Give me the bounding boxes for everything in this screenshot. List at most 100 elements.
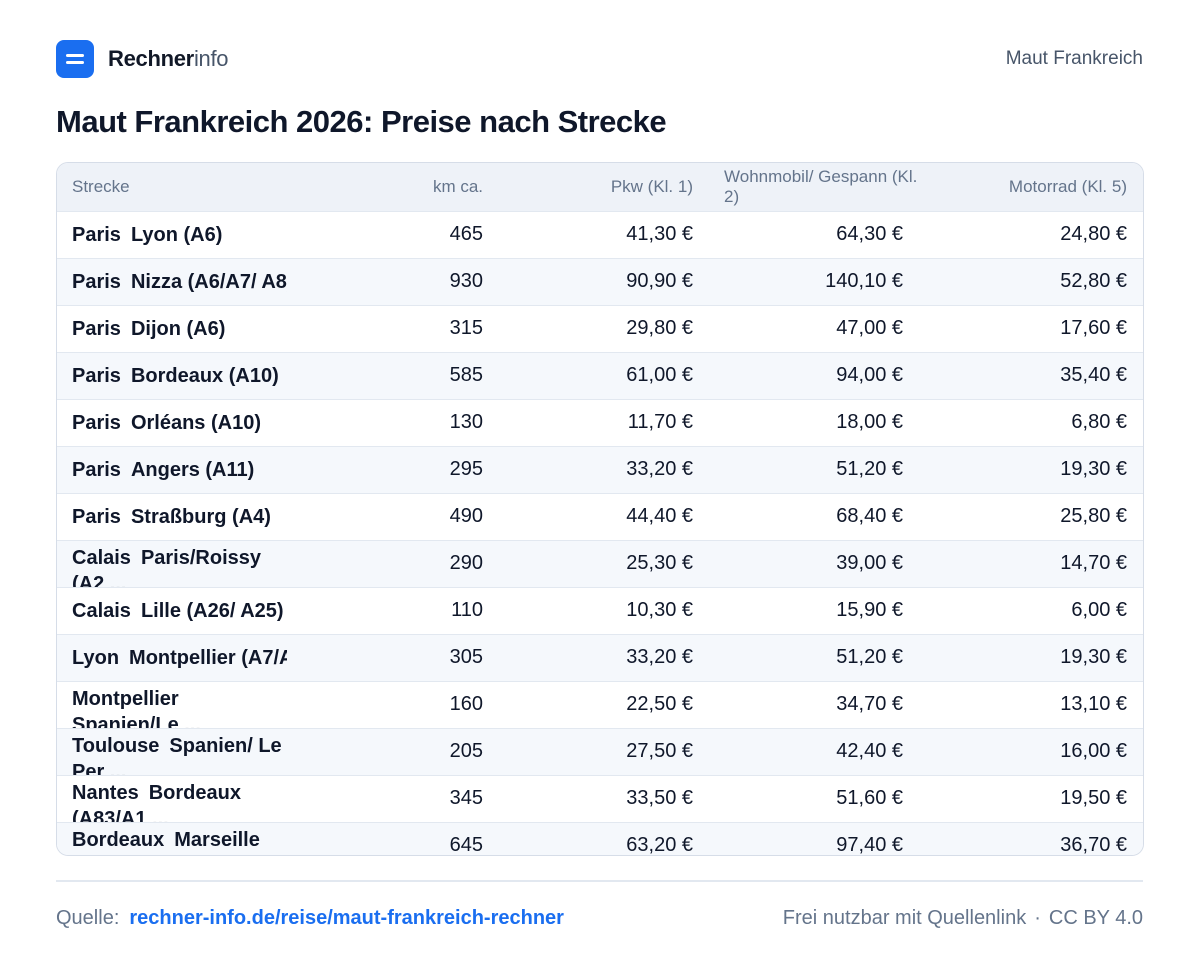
wohnmobil-price-cell: 42,40 €	[836, 740, 903, 762]
route-text: Montpellier Spanien/Le ...	[72, 682, 287, 728]
route-to: Dijon (A6)	[130, 317, 226, 340]
route-from: Montpellier	[72, 687, 179, 710]
column-header-route: Strecke	[72, 176, 130, 196]
brand[interactable]: Rechnerinfo	[56, 40, 229, 78]
km-cell: 930	[449, 270, 483, 292]
table-row: Paris Nizza (A6/A7/ A8) 930 90,90 € 140,10 €…	[57, 258, 1143, 305]
footer: Quelle: rechner-info.de/reise/maut-frankr…	[56, 902, 1143, 934]
table-row: Paris Angers (A11) 295 33,20 € 51,20 € 19,30 …	[57, 446, 1143, 493]
pkw-price-cell: 11,70 €	[627, 411, 693, 433]
route-from: Nantes	[72, 781, 139, 804]
km-cell: 315	[449, 317, 483, 339]
route-from: Lyon	[72, 646, 120, 669]
route-text: Nantes Bordeaux (A83/A1 ...	[72, 776, 287, 822]
km-cell: 290	[449, 552, 483, 574]
source-link[interactable]: rechner-info.de/reise/maut-frankreich-re…	[129, 906, 564, 929]
route-text: Calais Lille (A26/ A25)	[72, 588, 287, 634]
wohnmobil-price-cell: 15,90 €	[836, 599, 903, 621]
motorrad-price-cell: 16,00 €	[1060, 740, 1127, 762]
pkw-price-cell: 90,90 €	[626, 270, 693, 292]
wohnmobil-price-cell: 39,00 €	[836, 552, 903, 574]
km-cell: 345	[449, 787, 483, 809]
route-from: Paris	[72, 411, 121, 434]
route-from: Bordeaux	[72, 828, 165, 851]
route-from: Calais	[72, 546, 131, 569]
route-cell: Calais Lille (A26/ A25)	[57, 587, 349, 634]
brand-name-bold: Rechner	[108, 46, 194, 71]
route-to: Bordeaux (A10)	[130, 364, 279, 387]
route-from: Paris	[72, 364, 121, 387]
table-row: Paris Bordeaux (A10) 585 61,00 € 94,00 € 35,4…	[57, 352, 1143, 399]
license-text: Frei nutzbar mit Quellenlink	[782, 906, 1027, 929]
pkw-price-cell: 63,20 €	[626, 834, 693, 856]
wohnmobil-price-cell: 68,40 €	[836, 505, 903, 527]
table-row: Toulouse Spanien/ Le Per ... 205 27,50 € 42,…	[57, 728, 1143, 775]
pkw-price-cell: 25,30 €	[626, 552, 693, 574]
route-to: Lyon (A6)	[130, 223, 223, 246]
route-to: Orléans (A10)	[130, 411, 261, 434]
route-cell: Paris Lyon (A6)	[57, 211, 349, 258]
brand-name: Rechnerinfo	[108, 46, 229, 72]
source: Quelle: rechner-info.de/reise/maut-frankr…	[56, 907, 564, 930]
column-header-pkw: Pkw (Kl. 1)	[610, 176, 693, 196]
motorrad-price-cell: 19,30 €	[1060, 458, 1127, 480]
pkw-price-cell: 41,30 €	[626, 223, 693, 245]
wohnmobil-price-cell: 140,10 €	[825, 270, 903, 292]
table-row: Paris Lyon (A6) 465 41,30 € 64,30 € 24,80 €	[57, 211, 1143, 258]
route-from: Paris	[72, 270, 121, 293]
route-from: Paris	[72, 458, 121, 481]
route-text: Paris Bordeaux (A10)	[72, 353, 287, 399]
wohnmobil-price-cell: 97,40 €	[836, 834, 903, 856]
motorrad-price-cell: 14,70 €	[1060, 552, 1127, 574]
km-cell: 110	[451, 599, 483, 621]
route-cell: Lyon Montpellier (A7/A9)	[57, 634, 349, 681]
km-cell: 295	[449, 458, 483, 480]
wohnmobil-price-cell: 51,20 €	[836, 646, 903, 668]
route-from: Paris	[72, 317, 121, 340]
brand-name-light: info	[193, 46, 229, 71]
route-text: Paris Lyon (A6)	[72, 212, 287, 258]
motorrad-price-cell: 19,50 €	[1060, 787, 1127, 809]
motorrad-price-cell: 13,10 €	[1060, 693, 1127, 715]
table-header-row: Strecke km ca. Pkw (Kl. 1) Wohnmobil/ Ge…	[57, 163, 1143, 211]
route-from: Toulouse	[72, 734, 160, 757]
km-cell: 130	[449, 411, 483, 433]
km-cell: 465	[449, 223, 483, 245]
route-text: Paris Angers (A11)	[72, 447, 287, 493]
route-to: Lille (A26/ A25)	[140, 599, 284, 622]
motorrad-price-cell: 35,40 €	[1060, 364, 1127, 386]
wohnmobil-price-cell: 34,70 €	[836, 693, 903, 715]
table-row: Calais Paris/Roissy (A2 ... 290 25,30 € 39,0…	[57, 540, 1143, 587]
table-row: Paris Straßburg (A4) 490 44,40 € 68,40 € 25,8…	[57, 493, 1143, 540]
route-text: Toulouse Spanien/ Le Per ...	[72, 729, 287, 775]
motorrad-price-cell: 6,00 €	[1071, 599, 1127, 621]
motorrad-price-cell: 25,80 €	[1060, 505, 1127, 527]
footer-divider	[56, 880, 1143, 882]
route-to: Marseille (A62 ...	[72, 828, 260, 856]
route-cell: Paris Straßburg (A4)	[57, 493, 349, 540]
column-header-motorrad: Motorrad (Kl. 5)	[1008, 176, 1127, 196]
route-to: Angers (A11)	[130, 458, 255, 481]
wohnmobil-price-cell: 18,00 €	[836, 411, 903, 433]
header-page-label: Maut Frankreich	[1005, 48, 1143, 69]
route-cell: Calais Paris/Roissy (A2 ...	[57, 540, 349, 587]
route-text: Paris Dijon (A6)	[72, 306, 287, 352]
site-header: Rechnerinfo Maut Frankreich	[56, 40, 1143, 78]
route-cell: Paris Bordeaux (A10)	[57, 352, 349, 399]
page-title: Maut Frankreich 2026: Preise nach Streck…	[56, 104, 667, 139]
km-cell: 490	[449, 505, 483, 527]
wohnmobil-price-cell: 64,30 €	[836, 223, 903, 245]
km-cell: 160	[449, 693, 483, 715]
km-cell: 645	[449, 834, 483, 856]
motorrad-price-cell: 52,80 €	[1060, 270, 1127, 292]
km-cell: 205	[449, 740, 483, 762]
route-from: Calais	[72, 599, 131, 622]
motorrad-price-cell: 36,70 €	[1060, 834, 1127, 856]
route-text: Lyon Montpellier (A7/A9)	[72, 635, 287, 681]
route-cell: Toulouse Spanien/ Le Per ...	[57, 728, 349, 775]
route-text: Calais Paris/Roissy (A2 ...	[72, 541, 287, 587]
pkw-price-cell: 61,00 €	[626, 364, 693, 386]
